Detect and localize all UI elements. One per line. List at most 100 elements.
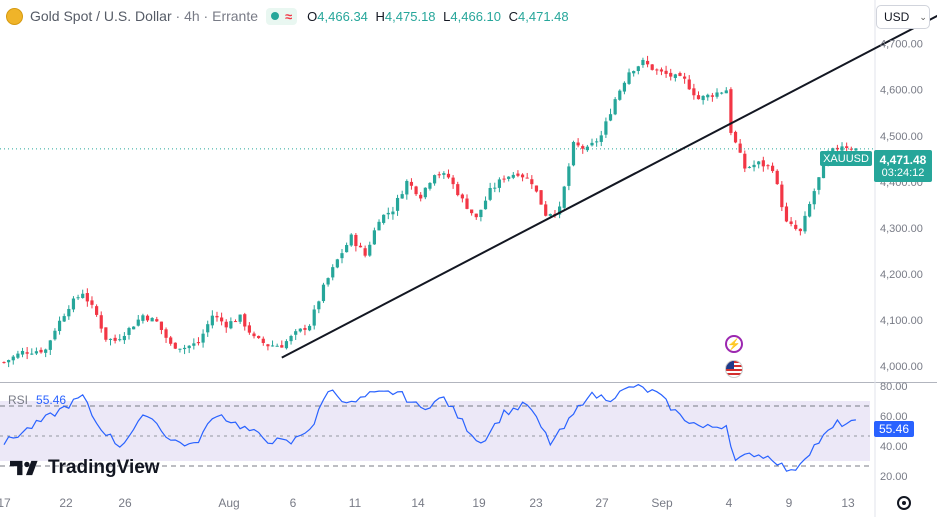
lightning-event-icon[interactable]: ⚡	[725, 335, 743, 353]
candle	[604, 117, 608, 138]
candle	[576, 138, 580, 148]
price-axis[interactable]: 4,000.004,100.004,200.004,300.004,400.00…	[880, 39, 923, 373]
candle	[595, 138, 599, 147]
candle	[252, 331, 256, 339]
price-tick-label: 4,500.00	[880, 131, 923, 143]
candle	[692, 83, 696, 100]
candle	[618, 89, 622, 101]
candle	[803, 211, 807, 234]
candle	[808, 201, 812, 218]
time-tick-label: 9	[786, 496, 793, 510]
settings-icon[interactable]	[897, 496, 911, 510]
candle	[817, 177, 821, 195]
price-tick-label: 4,300.00	[880, 223, 923, 235]
high-value: 4,475.18	[384, 8, 436, 24]
candle	[590, 138, 594, 147]
candle	[710, 92, 714, 102]
price-tick-label: 4,600.00	[880, 85, 923, 97]
candle	[632, 70, 636, 77]
open-label: O	[307, 8, 318, 24]
candle	[789, 217, 793, 227]
symbol-name[interactable]: Gold Spot / U.S. Dollar	[30, 8, 172, 24]
last-price-tag: 4,471.48 03:24:12	[874, 150, 932, 182]
candle	[382, 214, 386, 225]
candle	[150, 317, 154, 322]
candle	[7, 359, 11, 368]
candle	[57, 316, 62, 335]
time-tick-label: 22	[59, 496, 73, 510]
candle	[539, 190, 543, 205]
candle	[664, 65, 668, 78]
candle	[645, 55, 650, 68]
us-flag-event-icon[interactable]	[725, 360, 743, 378]
candle	[585, 144, 589, 152]
candle	[507, 176, 511, 182]
candle	[257, 335, 261, 339]
rsi-tick-label: 20.00	[880, 471, 908, 483]
candle	[432, 174, 437, 186]
candle	[701, 95, 705, 105]
candle	[780, 181, 784, 212]
candle	[465, 194, 469, 210]
close-label: C	[508, 8, 519, 24]
candle	[650, 64, 654, 71]
candle	[363, 245, 367, 258]
tradingview-logo[interactable]: TradingView	[10, 457, 160, 479]
candle	[794, 220, 798, 231]
candle	[340, 248, 344, 264]
candle	[345, 242, 349, 253]
candle	[224, 319, 228, 333]
candle	[326, 277, 330, 287]
candle	[215, 311, 219, 322]
rsi-legend[interactable]: RSI 55.46	[8, 393, 66, 407]
candle	[48, 339, 52, 356]
wave-icon: ≈	[285, 8, 293, 24]
candle	[451, 175, 455, 189]
candle	[562, 185, 566, 210]
candle	[770, 162, 775, 173]
candle	[502, 175, 506, 183]
market-status-badge[interactable]: ≈	[266, 7, 298, 25]
candle	[192, 338, 196, 350]
rsi-tick-label: 60.00	[880, 411, 908, 423]
bar-countdown: 03:24:12	[881, 166, 925, 179]
low-value: 4,466.10	[450, 8, 501, 24]
currency-selector[interactable]: USD ⌄	[876, 5, 930, 29]
candle	[321, 282, 326, 303]
candle	[30, 348, 34, 355]
currency-label: USD	[884, 10, 910, 24]
candle	[358, 242, 363, 248]
candle	[414, 185, 418, 196]
ohlc-values: O4,466.34 H4,475.18 L4,466.10 C4,471.48	[307, 9, 572, 24]
time-tick-label: 26	[118, 496, 132, 510]
separator: ·	[171, 8, 185, 24]
candle	[178, 348, 182, 353]
time-tick-label: 4	[726, 496, 733, 510]
candle	[145, 314, 150, 323]
time-axis[interactable]: 17 22 26 Aug 6 11 14 19 23 27 Sep 4 9 13	[0, 496, 855, 510]
candle	[419, 192, 423, 202]
candle	[622, 81, 627, 95]
interval-label[interactable]: 4h	[184, 8, 200, 24]
candle	[479, 209, 483, 222]
candle	[312, 305, 316, 330]
candle	[201, 329, 205, 348]
candle	[409, 178, 414, 190]
source-label: Errante	[212, 8, 259, 24]
time-tick-label: 27	[595, 496, 609, 510]
candle	[44, 348, 48, 358]
trendline[interactable]	[281, 0, 937, 359]
market-status-icon	[271, 12, 280, 20]
candle	[247, 322, 251, 335]
candle	[729, 87, 733, 136]
candle	[743, 150, 747, 173]
candle	[238, 314, 242, 324]
candle	[99, 311, 103, 333]
candle	[243, 312, 247, 331]
candle	[567, 163, 571, 191]
candle	[766, 164, 770, 170]
candle	[62, 313, 66, 322]
candle	[446, 169, 451, 179]
rsi-axis[interactable]: 80.00 60.00 40.00 20.00	[880, 381, 908, 483]
